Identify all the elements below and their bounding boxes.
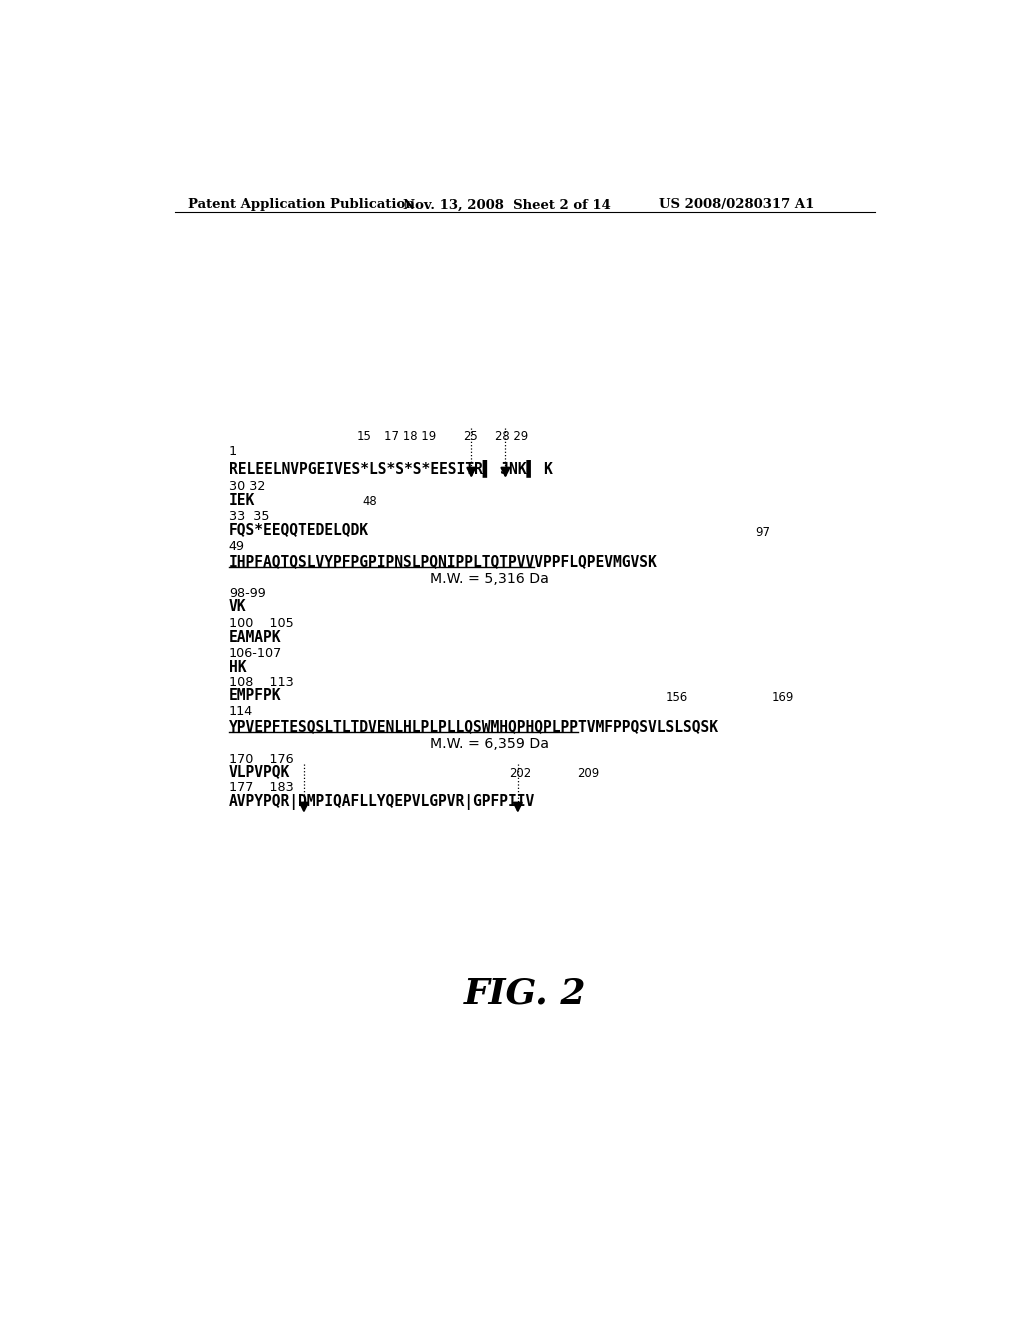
Text: 177    183: 177 183: [228, 781, 294, 795]
Text: 169: 169: [771, 690, 794, 704]
Text: 49: 49: [228, 540, 245, 553]
Text: Patent Application Publication: Patent Application Publication: [188, 198, 415, 211]
Text: US 2008/0280317 A1: US 2008/0280317 A1: [658, 198, 814, 211]
Text: VK: VK: [228, 599, 246, 614]
Text: 30 32: 30 32: [228, 480, 265, 494]
Text: FIG. 2: FIG. 2: [464, 977, 586, 1011]
Text: 98-99: 98-99: [228, 586, 265, 599]
Text: 108    113: 108 113: [228, 676, 294, 689]
Text: 17 18 19: 17 18 19: [384, 430, 436, 444]
Text: YPVEPFTESQSLTLTDVENLHLPLPLLQSWMHQPHQPLPPTVMFPPQSVLSLSQSK: YPVEPFTESQSLTLTDVENLHLPLPLLQSWMHQPHQPLPP…: [228, 719, 719, 734]
Text: Nov. 13, 2008  Sheet 2 of 14: Nov. 13, 2008 Sheet 2 of 14: [403, 198, 611, 211]
Text: EAMAPK: EAMAPK: [228, 630, 282, 644]
Text: 48: 48: [362, 495, 377, 508]
Text: IEK: IEK: [228, 492, 255, 508]
Text: 100    105: 100 105: [228, 618, 294, 631]
Text: EMPFPK: EMPFPK: [228, 688, 282, 704]
Text: 170    176: 170 176: [228, 752, 293, 766]
Text: M.W. = 5,316 Da: M.W. = 5,316 Da: [430, 573, 549, 586]
Text: 33  35: 33 35: [228, 510, 269, 523]
Text: HK: HK: [228, 660, 246, 675]
Text: FQS*EEQQTEDELQDK: FQS*EEQQTEDELQDK: [228, 521, 369, 537]
Text: 202: 202: [509, 767, 531, 780]
Text: 1: 1: [228, 445, 237, 458]
Text: 156: 156: [666, 690, 688, 704]
Text: VLPVPQK: VLPVPQK: [228, 764, 290, 779]
Text: 25: 25: [463, 430, 477, 444]
Text: 28 29: 28 29: [496, 430, 528, 444]
Text: 106-107: 106-107: [228, 647, 282, 660]
Text: RELEELNVPGEIVES*LS*S*S*EESITR▌ JNK▌ K: RELEELNVPGEIVES*LS*S*S*EESITR▌ JNK▌ K: [228, 459, 553, 477]
Text: 97: 97: [756, 525, 771, 539]
Text: 114: 114: [228, 705, 253, 718]
Text: M.W. = 6,359 Da: M.W. = 6,359 Da: [430, 738, 549, 751]
Text: AVPYPQR|DMPIQAFLLYQEPVLGPVR|GPFPIIV: AVPYPQR|DMPIQAFLLYQEPVLGPVR|GPFPIIV: [228, 793, 535, 809]
Text: 15: 15: [356, 430, 372, 444]
Text: IHPFAQTQSLVYPFPGPIPNSLPQNIPPLTQTPVVVPPFLQPEVMGVSK: IHPFAQTQSLVYPFPGPIPNSLPQNIPPLTQTPVVVPPFL…: [228, 554, 657, 569]
Text: 209: 209: [578, 767, 600, 780]
